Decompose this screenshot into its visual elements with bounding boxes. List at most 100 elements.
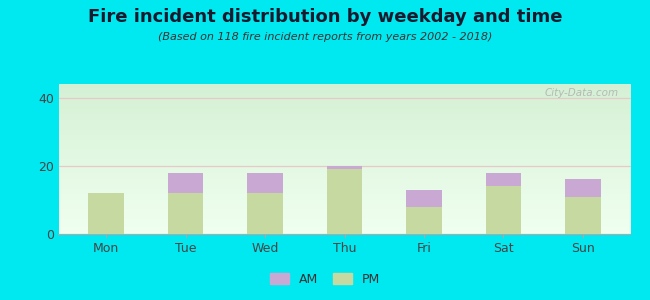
Bar [58,149,630,150]
Bar [58,139,630,140]
Bar [58,198,630,199]
Bar [58,170,630,172]
Bar [58,109,630,110]
Bar [58,92,630,93]
Bar [58,115,630,116]
Bar [58,123,630,124]
Text: Fire incident distribution by weekday and time: Fire incident distribution by weekday an… [88,8,562,26]
Bar [58,84,630,85]
Bar [406,207,442,234]
Bar [58,183,630,184]
Bar [58,184,630,185]
Bar [58,163,630,164]
Bar [88,193,124,234]
Bar [58,226,630,228]
Bar [58,188,630,189]
Bar [58,98,630,99]
Bar [58,232,630,233]
Bar [58,213,630,214]
Bar [58,221,630,223]
Bar [58,179,630,180]
Bar [58,153,630,154]
Bar [58,144,630,145]
Bar [58,136,630,138]
Bar [58,225,630,226]
Bar [326,166,363,169]
Bar [58,122,630,123]
Bar [58,214,630,215]
Bar [58,210,630,211]
Bar [58,99,630,100]
Bar [486,186,521,234]
Bar [247,193,283,234]
Bar [58,94,630,95]
Bar [58,215,630,217]
Bar [58,212,630,213]
Bar [58,220,630,221]
Bar [58,152,630,153]
Bar [58,161,630,163]
Bar [58,178,630,179]
Bar [58,97,630,98]
Bar [58,128,630,129]
Bar [58,217,630,218]
Bar [58,155,630,157]
Bar [58,88,630,89]
Bar [58,103,630,104]
Bar [58,228,630,229]
Bar [168,172,203,193]
Bar [58,145,630,146]
Bar [58,167,630,168]
Bar [58,129,630,130]
Bar [58,138,630,139]
Bar [58,95,630,97]
Bar [58,113,630,114]
Bar [58,233,630,234]
Bar [58,230,630,232]
Bar [58,159,630,160]
Bar [58,193,630,194]
Bar [58,86,630,88]
Bar [58,191,630,193]
Bar [58,135,630,136]
Bar [247,172,283,193]
Bar [58,148,630,149]
Bar [58,134,630,135]
Bar [58,119,630,120]
Bar [58,165,630,166]
Bar [58,190,630,191]
Bar [58,158,630,159]
Bar [326,169,363,234]
Bar [58,89,630,90]
Bar [58,106,630,108]
Bar [58,154,630,155]
Bar [58,146,630,148]
Bar [58,199,630,200]
Bar [58,218,630,219]
Bar [58,189,630,190]
Bar [58,224,630,225]
Bar [58,203,630,204]
Bar [58,130,630,131]
Bar [58,169,630,170]
Bar [58,110,630,112]
Bar [58,85,630,86]
Bar [58,200,630,202]
Bar [58,182,630,183]
Bar [58,176,630,178]
Bar [58,205,630,206]
Bar [58,204,630,205]
Bar [58,93,630,94]
Bar [58,112,630,113]
Text: (Based on 118 fire incident reports from years 2002 - 2018): (Based on 118 fire incident reports from… [158,32,492,41]
Bar [58,127,630,128]
Bar [58,175,630,176]
Bar [58,114,630,115]
Bar [58,90,630,92]
Bar [58,174,630,175]
Bar [58,116,630,118]
Bar [58,125,630,127]
Bar [58,140,630,142]
Bar [58,209,630,210]
Bar [58,100,630,101]
